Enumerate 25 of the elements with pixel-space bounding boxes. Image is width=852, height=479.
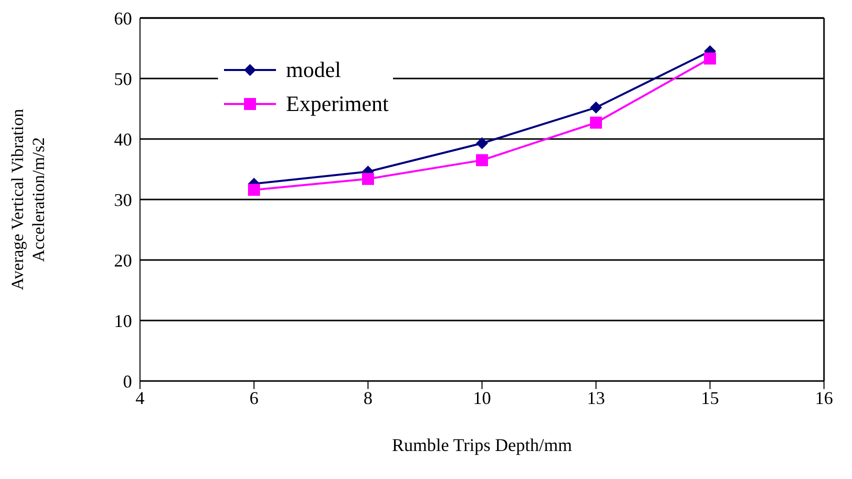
point: [590, 116, 602, 129]
point: [704, 52, 716, 65]
y-tick-label: 60: [114, 8, 132, 28]
x-tick-label: 15: [701, 388, 719, 408]
y-tick-label: 0: [123, 371, 132, 392]
y-axis-title: Average Vertical Vibration Acceleration/m/s2: [8, 108, 48, 290]
y-tick-label: 40: [114, 129, 132, 150]
point: [476, 154, 488, 166]
y-tick-label: 30: [114, 190, 132, 210]
x-tick-label: 4: [136, 388, 144, 408]
y-tick-label: 50: [114, 68, 132, 89]
x-tick-label: 16: [815, 388, 833, 408]
x-axis-title: Rumble Trips Depth/mm: [392, 435, 572, 455]
y-tick-label: 20: [114, 250, 132, 270]
legend-label: Experiment: [286, 90, 389, 118]
point: [590, 102, 602, 114]
point: [362, 172, 374, 185]
x-tick-label: 6: [250, 388, 258, 408]
legend-label: model: [286, 56, 341, 84]
point: [248, 184, 260, 196]
x-tick-label: 13: [587, 388, 605, 408]
x-tick-label: 10: [473, 388, 491, 408]
y-tick-label: 10: [114, 310, 132, 331]
point: [476, 137, 488, 150]
x-tick-label: 8: [364, 388, 372, 408]
